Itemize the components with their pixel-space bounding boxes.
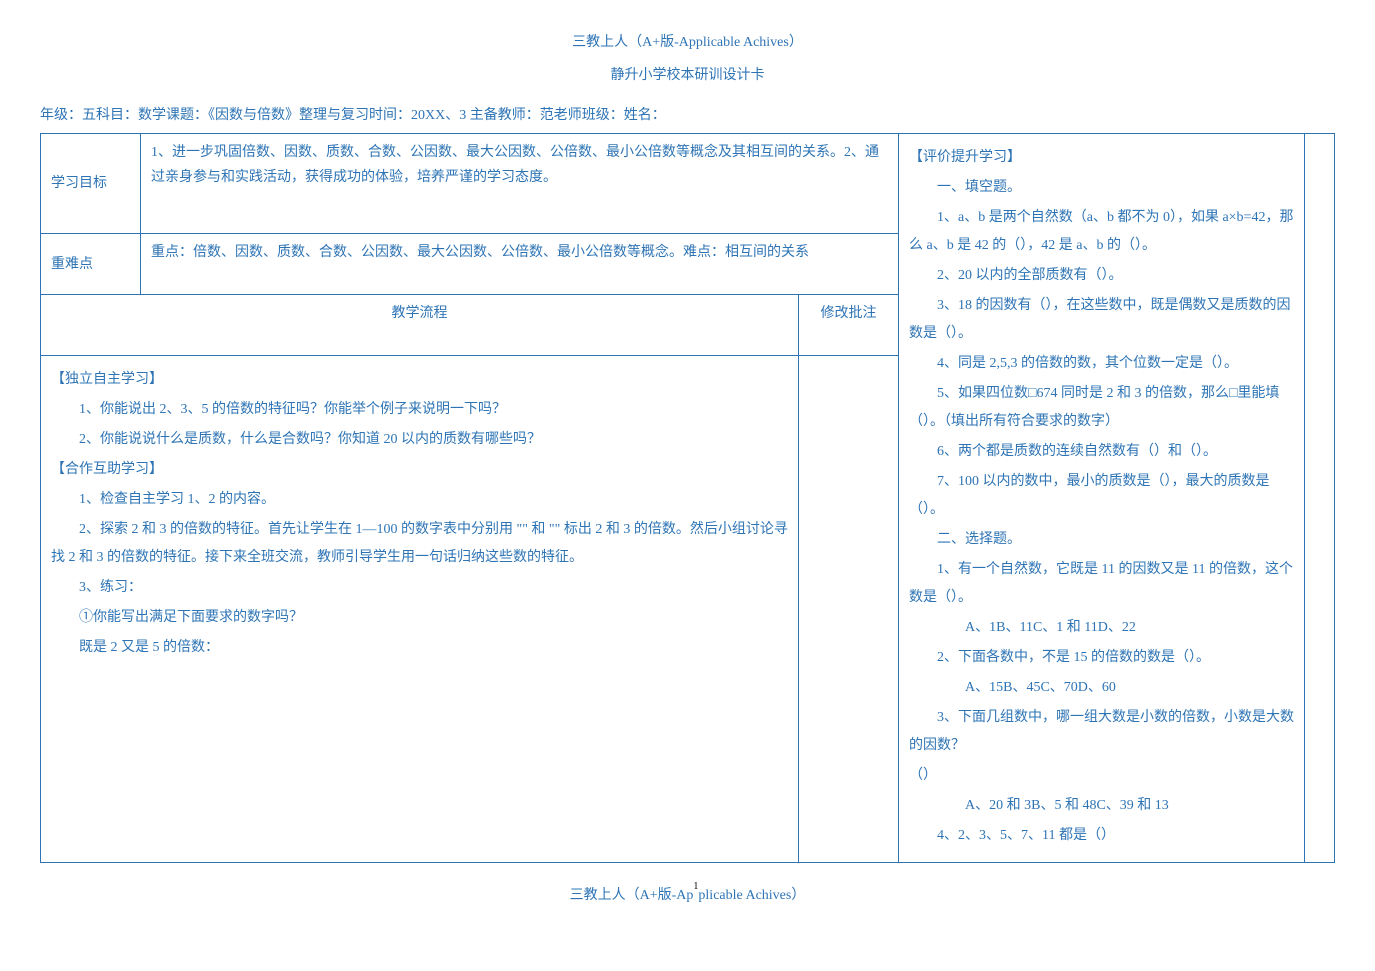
fill-item: 7、100 以内的数中，最小的质数是（），最大的质数是（）。 [909, 468, 1294, 524]
fill-item: 5、如果四位数□674 同时是 2 和 3 的倍数，那么□里能填（）。（填出所有… [909, 380, 1294, 436]
right-margin [1305, 133, 1335, 862]
choice-option: A、1B、11C、1 和 11D、22 [909, 614, 1294, 642]
choice-option: A、20 和 3B、5 和 48C、39 和 13 [909, 792, 1294, 820]
choice-title: 二、选择题。 [909, 526, 1294, 554]
fill-item: 3、18 的因数有（），在这些数中，既是偶数又是质数的因数是（）。 [909, 292, 1294, 348]
section2-title: 【合作互助学习】 [51, 456, 788, 484]
flow-content: 【独立自主学习】 1、你能说出 2、3、5 的倍数的特征吗？你能举个例子来说明一… [41, 355, 799, 862]
flow-item: 2、探索 2 和 3 的倍数的特征。首先让学生在 1—100 的数字表中分别用 … [51, 516, 788, 572]
footer-text-right: plicable Achives） [698, 888, 805, 903]
flow-header: 教学流程 [41, 294, 799, 355]
header-line2: 静升小学校本研训设计卡 [40, 63, 1335, 88]
main-table: 学习目标 1、进一步巩固倍数、因数、质数、合数、公因数、最大公因数、公倍数、最小… [40, 133, 1335, 863]
flow-item: 既是 2 又是 5 的倍数： [51, 634, 788, 662]
choice-item: 2、下面各数中，不是 15 的倍数的数是（）。 [909, 644, 1294, 672]
keypoints-label: 重难点 [41, 234, 141, 295]
choice-item: 1、有一个自然数，它既是 11 的因数又是 11 的倍数，这个数是（）。 [909, 556, 1294, 612]
header-line1: 三教上人（A+版-Applicable Achives） [40, 30, 1335, 55]
choice-paren: （） [909, 762, 1294, 790]
modify-content [799, 355, 899, 862]
fill-item: 4、同是 2,5,3 的倍数的数，其个位数一定是（）。 [909, 350, 1294, 378]
meta-line: 年级：五科目：数学课题：《因数与倍数》整理与复习时间：20XX、3 主备教师：范… [40, 103, 1335, 128]
fill-item: 2、20 以内的全部质数有（）。 [909, 262, 1294, 290]
goals-label: 学习目标 [41, 133, 141, 234]
choice-item: 4、2、3、5、7、11 都是（） [909, 822, 1294, 850]
choice-item: 3、下面几组数中，哪一组大数是小数的倍数，小数是大数的因数？ [909, 704, 1294, 760]
flow-item: 2、你能说说什么是质数，什么是合数吗？你知道 20 以内的质数有哪些吗？ [51, 426, 788, 454]
footer-text-left: 三教上人（A+版-Ap [570, 888, 694, 903]
choice-option: A、15B、45C、70D、60 [909, 674, 1294, 702]
goals-content: 1、进一步巩固倍数、因数、质数、合数、公因数、最大公因数、公倍数、最小公倍数等概… [141, 133, 899, 234]
footer: 三教上人（A+版-Ap1plicable Achives） [40, 883, 1335, 908]
section1-title: 【独立自主学习】 [51, 366, 788, 394]
footer-pagenum: 1 [693, 881, 698, 892]
fill-item: 6、两个都是质数的连续自然数有（）和（）。 [909, 438, 1294, 466]
keypoints-content: 重点：倍数、因数、质数、合数、公因数、最大公因数、公倍数、最小公倍数等概念。难点… [141, 234, 899, 295]
flow-item: ①你能写出满足下面要求的数字吗？ [51, 604, 788, 632]
fill-title: 一、填空题。 [909, 174, 1294, 202]
evaluation-title: 【评价提升学习】 [909, 144, 1294, 172]
flow-item: 1、检查自主学习 1、2 的内容。 [51, 486, 788, 514]
flow-item: 3、练习： [51, 574, 788, 602]
fill-item: 1、a、b 是两个自然数（a、b 都不为 0），如果 a×b=42，那么 a、b… [909, 204, 1294, 260]
right-panel: 【评价提升学习】 一、填空题。 1、a、b 是两个自然数（a、b 都不为 0），… [899, 133, 1305, 862]
modify-header: 修改批注 [799, 294, 899, 355]
flow-item: 1、你能说出 2、3、5 的倍数的特征吗？你能举个例子来说明一下吗？ [51, 396, 788, 424]
